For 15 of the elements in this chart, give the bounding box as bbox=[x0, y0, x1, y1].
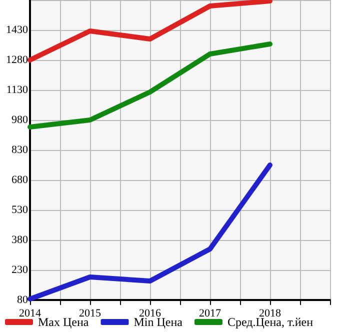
y-tick-label: 530 bbox=[12, 204, 28, 216]
y-tick-label: 80 bbox=[17, 294, 28, 306]
y-tick-label: 680 bbox=[12, 174, 28, 186]
x-tick-label: 2015 bbox=[79, 308, 102, 320]
y-tick-label: 1280 bbox=[6, 54, 28, 66]
x-tick-label: 2014 bbox=[19, 308, 42, 320]
y-tick-label: 380 bbox=[12, 234, 28, 246]
y-tick-label: 230 bbox=[12, 264, 28, 276]
y-tick-label: 1430 bbox=[6, 24, 28, 36]
x-tick-label: 2016 bbox=[139, 308, 162, 320]
y-tick-label: 830 bbox=[12, 144, 28, 156]
x-tick-label: 2017 bbox=[199, 308, 222, 320]
y-tick-label: 1130 bbox=[6, 84, 28, 96]
x-tick-label: 2018 bbox=[259, 308, 282, 320]
y-tick-label: 980 bbox=[12, 114, 28, 126]
